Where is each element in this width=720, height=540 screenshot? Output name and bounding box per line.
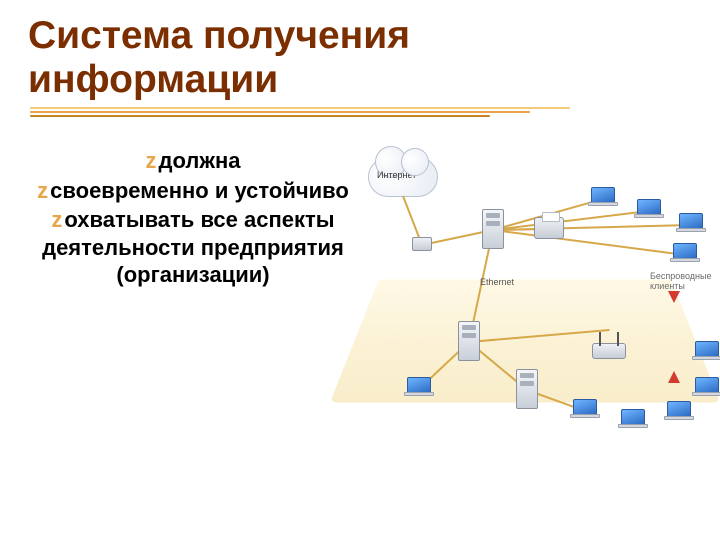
wireless-ap-icon xyxy=(592,343,626,359)
laptop-icon xyxy=(588,187,618,209)
bullet-text: должна xyxy=(159,148,241,173)
diagram-label: Беспроводные клиенты xyxy=(650,271,711,291)
bullet-list: zдолжнаzсвоевременно и устойчивоzохватыв… xyxy=(28,147,358,447)
slide-title: Система получения информации xyxy=(28,14,692,101)
content-row: zдолжнаzсвоевременно и устойчивоzохватыв… xyxy=(28,147,692,447)
printer-icon xyxy=(534,217,564,239)
laptop-icon xyxy=(676,213,706,235)
slide: Система получения информации zдолжнаzсво… xyxy=(0,0,720,540)
server-icon xyxy=(516,369,538,409)
bullet-item: zдолжна xyxy=(28,147,358,175)
server-icon xyxy=(458,321,480,361)
bullet-marker: z xyxy=(146,148,157,173)
server-icon xyxy=(482,209,504,249)
underline-stripe xyxy=(30,115,490,117)
bullet-item: zохватывать все аспекты деятельности пре… xyxy=(28,206,358,289)
laptop-icon xyxy=(670,243,700,265)
wireless-arrow-icon xyxy=(668,371,680,383)
cloud-label: Интернет xyxy=(377,170,416,180)
bullet-marker: z xyxy=(51,207,62,232)
underline-stripe xyxy=(30,111,530,113)
laptop-icon xyxy=(404,377,434,399)
bullet-text: охватывать все аспекты деятельности пред… xyxy=(42,207,344,287)
diagram-label: Ethernet xyxy=(480,277,514,287)
wireless-arrow-icon xyxy=(668,291,680,303)
bullet-item: zсвоевременно и устойчиво xyxy=(28,177,358,205)
laptop-icon xyxy=(570,399,600,421)
title-line-1: Система получения xyxy=(28,14,410,57)
bullet-text: своевременно и устойчиво xyxy=(50,178,349,203)
bullet-marker: z xyxy=(37,178,48,203)
title-line-2: информации xyxy=(28,58,278,101)
modem-icon xyxy=(412,237,432,251)
laptop-icon xyxy=(618,409,648,431)
laptop-icon xyxy=(692,377,720,399)
internet-cloud: Интернет xyxy=(368,157,438,197)
underline-stripe xyxy=(30,107,570,109)
laptop-icon xyxy=(634,199,664,221)
network-diagram: ИнтернетEthernetБеспроводные клиенты xyxy=(358,147,692,447)
laptop-icon xyxy=(692,341,720,363)
laptop-icon xyxy=(664,401,694,423)
title-underline xyxy=(30,107,692,117)
network-cable xyxy=(493,229,685,256)
